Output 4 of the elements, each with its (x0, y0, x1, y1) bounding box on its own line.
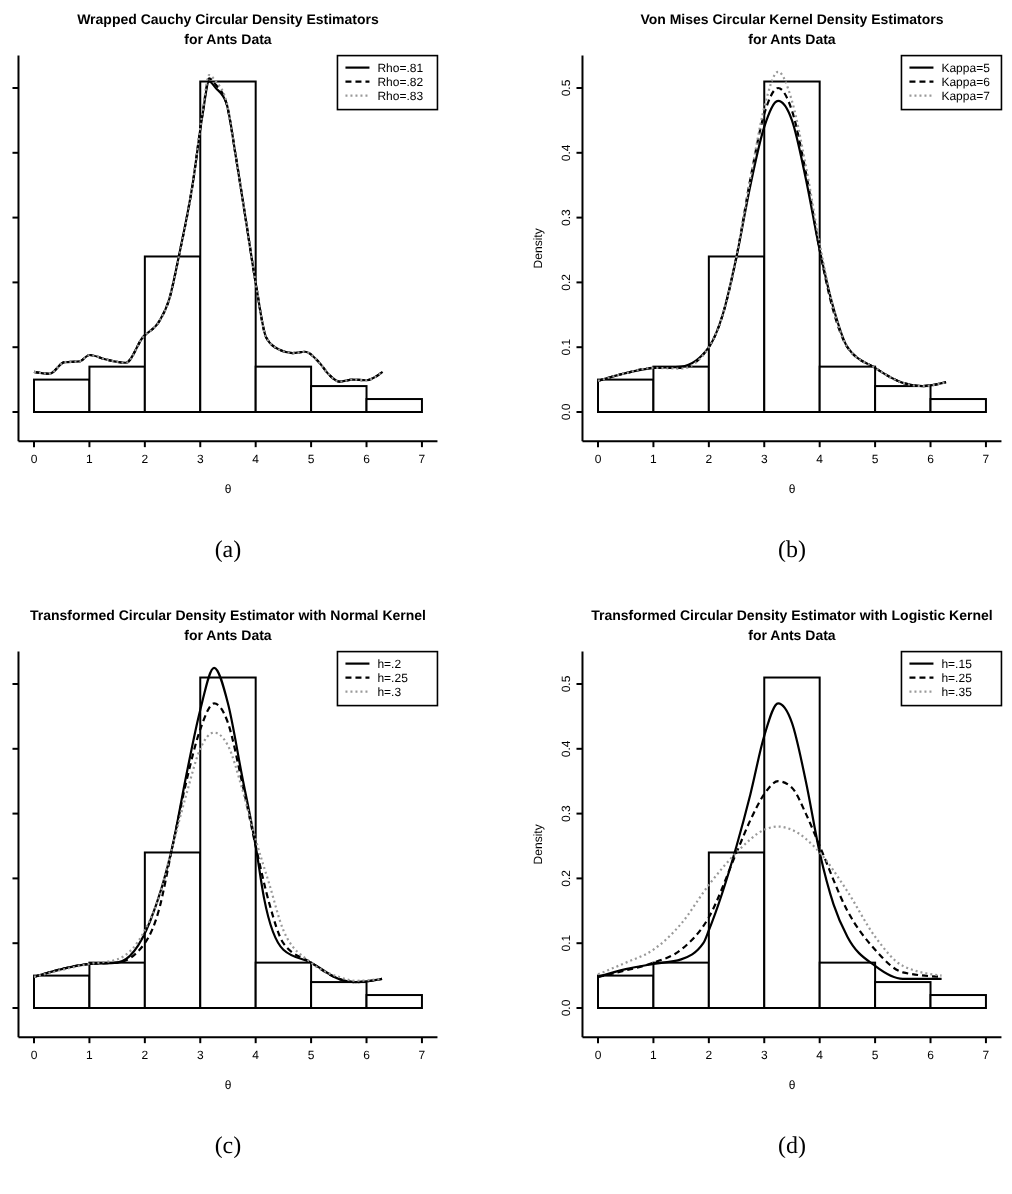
text: (b) (777, 535, 806, 564)
text: (a) (214, 535, 242, 564)
text: (d) (777, 1131, 806, 1160)
text: (c) (214, 1131, 242, 1160)
